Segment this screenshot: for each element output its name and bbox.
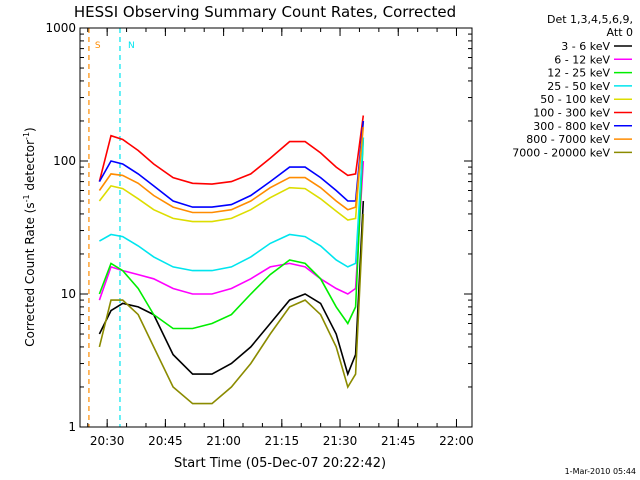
y-axis-label-part1: Corrected Count Rate (s: [23, 202, 37, 346]
legend-label: 800 - 7000 keV: [526, 133, 610, 146]
legend-header-line2: Att 0: [607, 26, 633, 39]
plot-border: [79, 27, 473, 428]
legend-label: 25 - 50 keV: [547, 80, 610, 93]
series-line-4: [98, 120, 365, 223]
legend-label: 12 - 25 keV: [547, 67, 610, 80]
chart-title: HESSI Observing Summary Count Rates, Cor…: [74, 3, 456, 21]
series-line-0: [98, 200, 365, 377]
series-line-7: [98, 126, 365, 214]
series-line-8: [98, 213, 365, 405]
y-axis-label: Corrected Count Rate (s-1 detector-1): [22, 127, 37, 346]
series-line-5: [98, 115, 365, 185]
x-tick-label: 20:30: [90, 434, 125, 448]
plot-background: [80, 28, 472, 427]
y-axis-label-exp2: -1: [22, 132, 31, 140]
footer-date: 1-Mar-2010 05:44: [565, 467, 636, 476]
marker-label-n: N: [128, 41, 135, 51]
plot-frame: [79, 27, 473, 428]
legend-label: 3 - 6 keV: [561, 40, 610, 53]
x-axis-ticks: 20:30 20:45 21:00 21:15 21:30 21:45 22:00: [87, 28, 474, 448]
y-axis-label-part2: detector: [23, 140, 37, 195]
legend-label: 100 - 300 keV: [533, 107, 610, 120]
series-lines: [98, 115, 365, 405]
plot-area: [80, 28, 472, 427]
series-line-3: [99, 137, 365, 272]
legend-label: 7000 - 20000 keV: [512, 146, 610, 159]
series-line-1: [98, 160, 365, 301]
y-tick-label: 1: [68, 420, 76, 434]
legend-label: 300 - 800 keV: [533, 120, 610, 133]
x-tick-label: 21:00: [206, 434, 241, 448]
x-tick-label: 21:45: [381, 434, 416, 448]
series-line-6: [98, 120, 365, 208]
legend-label: 6 - 12 keV: [554, 53, 610, 66]
y-tick-label: 1000: [45, 21, 76, 35]
legend-header-line1: Det 1,3,4,5,6,9,: [547, 13, 633, 26]
y-tick-label: 100: [53, 154, 76, 168]
y-axis-label-part3: ): [23, 127, 37, 132]
y-tick-label: 10: [61, 287, 76, 301]
marker-label-s: S: [95, 41, 101, 51]
x-tick-label: 20:45: [148, 434, 183, 448]
series-line-2: [98, 137, 365, 330]
x-tick-label: 22:00: [439, 434, 474, 448]
y-axis-label-exp1: -1: [22, 194, 31, 202]
x-tick-label: 21:30: [323, 434, 358, 448]
x-axis-label: Start Time (05-Dec-07 20:22:42): [174, 456, 386, 471]
legend-label: 50 - 100 keV: [540, 93, 610, 106]
y-axis-ticks: 1 10 100 1000: [45, 21, 472, 434]
x-tick-label: 21:15: [265, 434, 300, 448]
